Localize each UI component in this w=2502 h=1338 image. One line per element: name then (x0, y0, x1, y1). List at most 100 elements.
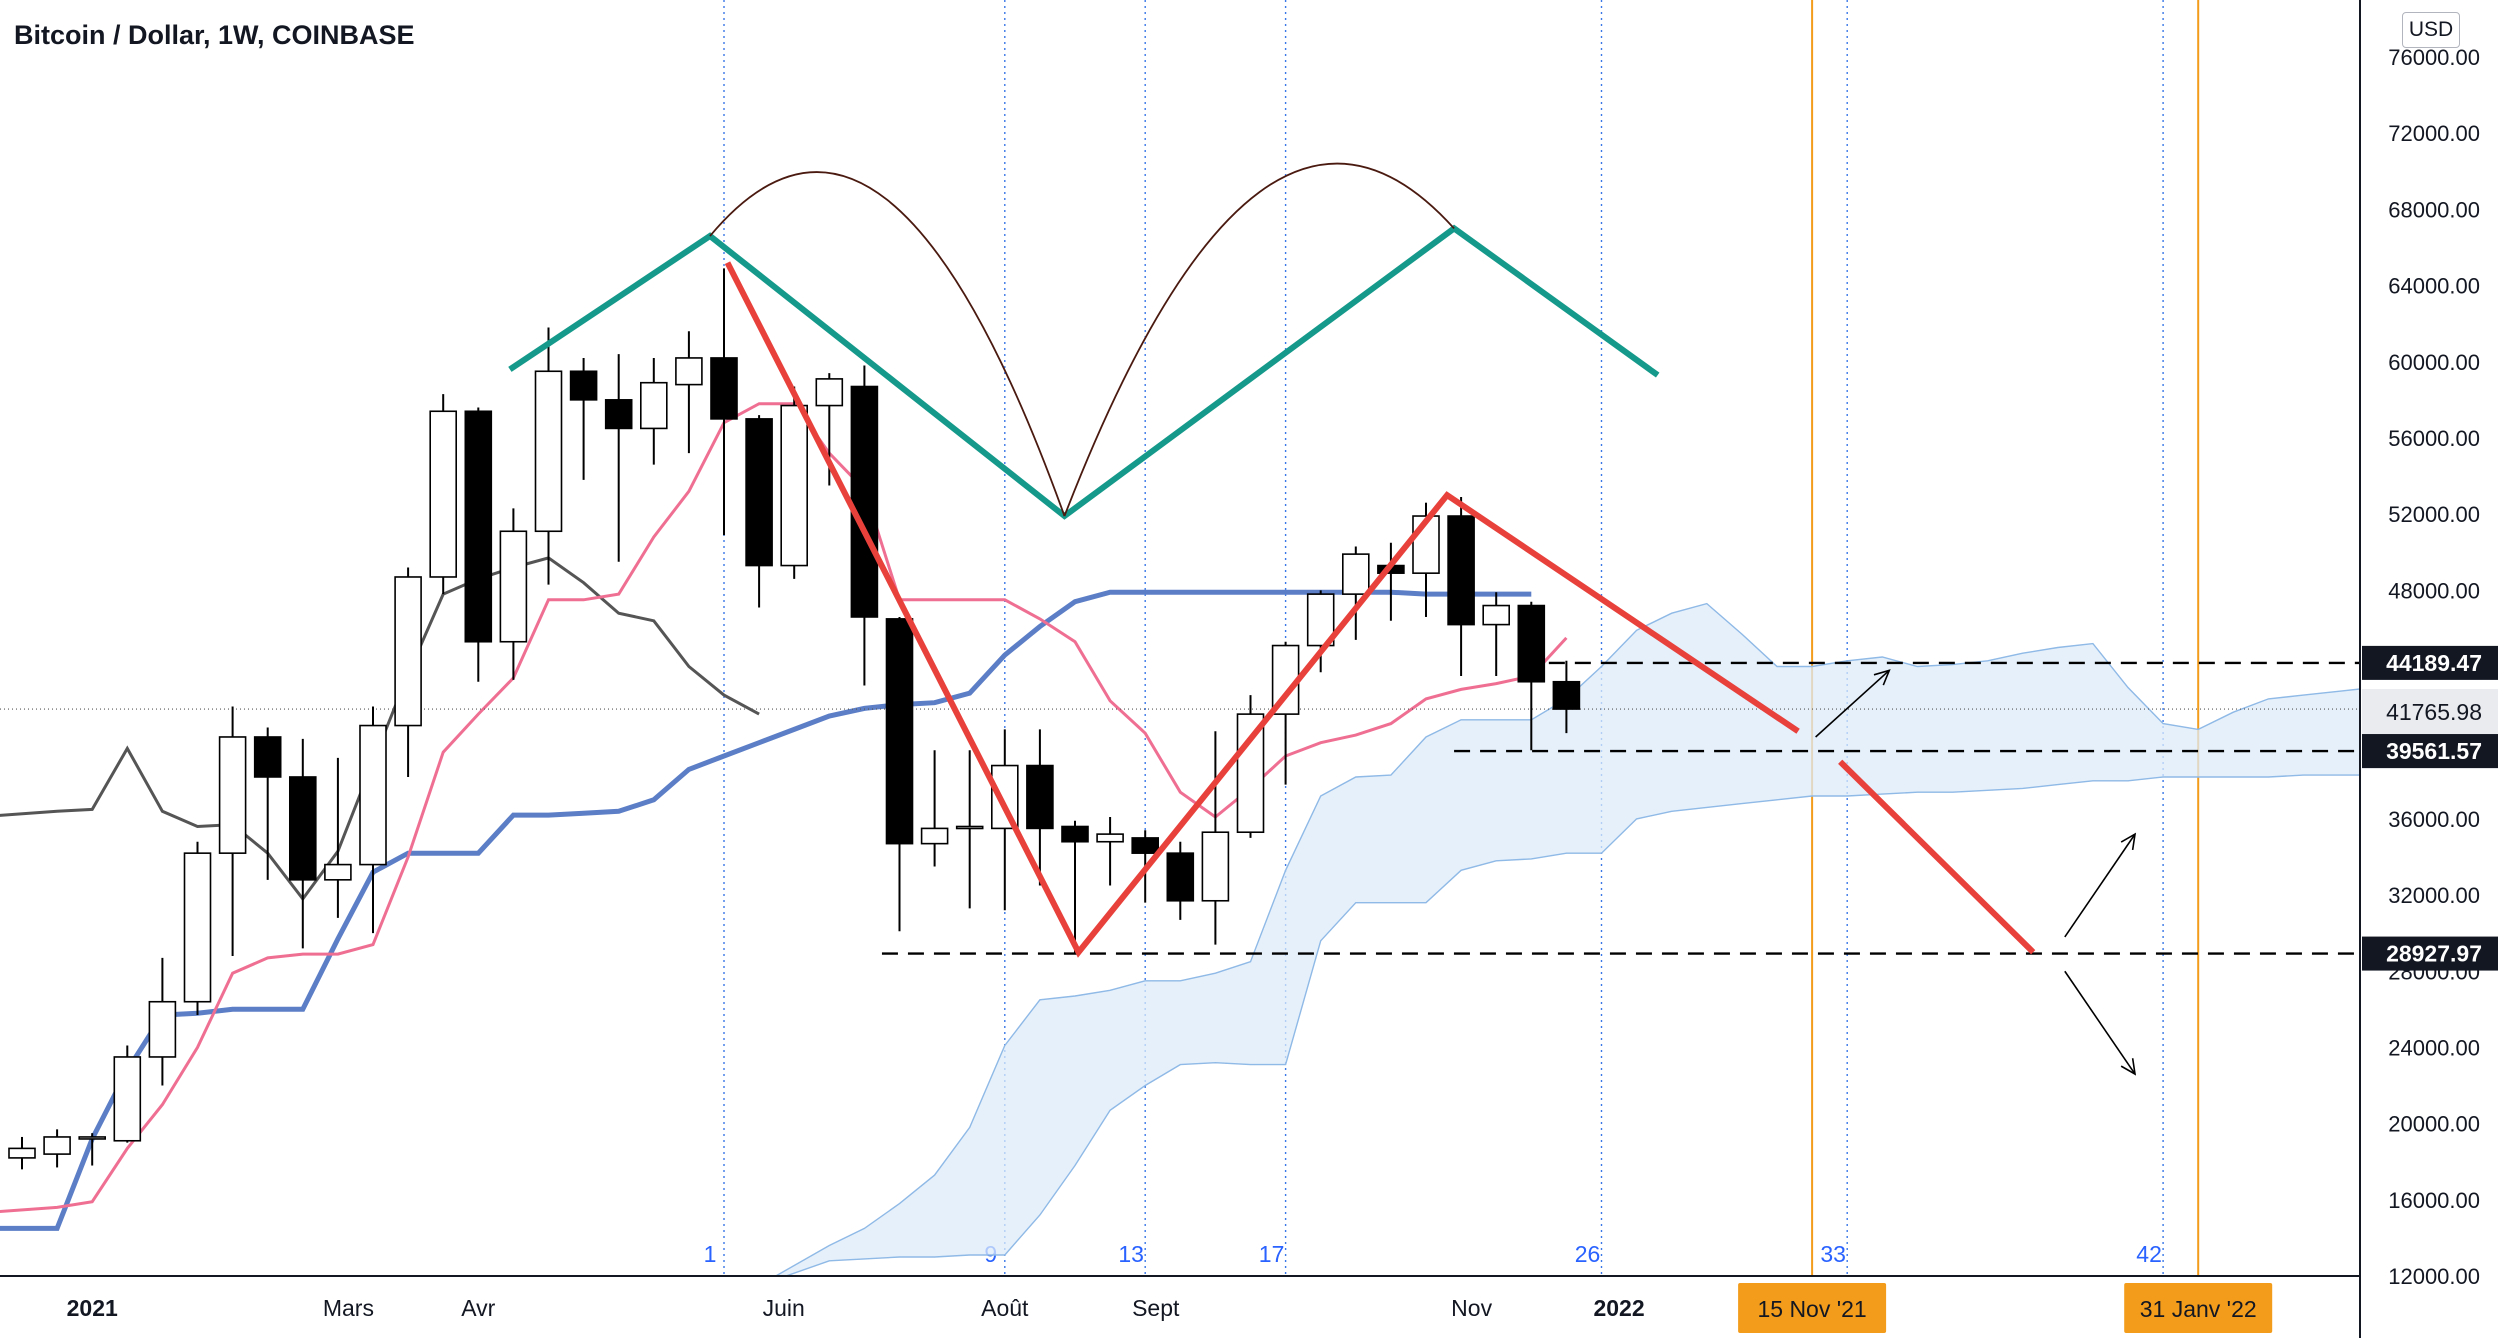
price-tick-label: 68000.00 (2388, 197, 2480, 222)
candle-body (569, 370, 598, 401)
candle-body (1342, 553, 1370, 595)
date-marker-tag (2124, 1283, 2273, 1333)
count-label: 42 (2136, 1241, 2162, 1267)
candle-body (920, 827, 949, 845)
price-tick-label: 56000.00 (2388, 426, 2480, 451)
candle-body (1552, 680, 1581, 710)
count-label: 26 (1575, 1241, 1601, 1267)
arc-curve (1063, 162, 1455, 517)
level-price-tag (2362, 936, 2498, 971)
arrow-head (2120, 1058, 2137, 1076)
candle-body (359, 724, 387, 866)
ichimoku-cloud (758, 602, 2480, 1287)
price-tick-label: 76000.00 (2388, 45, 2480, 70)
cloud-area (759, 603, 2479, 1286)
candle-body (675, 357, 703, 386)
level-price-label: 44189.47 (2386, 650, 2482, 676)
price-tick-label: 12000.00 (2388, 1264, 2480, 1289)
cloud-bottom-line (758, 774, 2479, 1287)
time-axis-label: Avr (461, 1295, 495, 1321)
time-axis-label: 2022 (1593, 1295, 1644, 1321)
pattern-drawings (508, 162, 2137, 1076)
candle-body (464, 410, 493, 643)
candle-body (1096, 833, 1124, 843)
candle-body (1482, 604, 1510, 626)
date-marker-tag (1738, 1283, 1887, 1333)
arrow-head (2120, 832, 2137, 851)
vertical-time-lines: 191317263342 (704, 0, 2200, 1276)
arrow-line (2064, 970, 2136, 1075)
candle-body (604, 399, 633, 430)
candle-body (850, 385, 879, 618)
price-tick-label: 72000.00 (2388, 121, 2480, 146)
level-price-label: 39561.57 (2386, 738, 2482, 764)
candle-body (324, 863, 352, 881)
candlesticks (8, 268, 1581, 1170)
candle-body (745, 418, 773, 567)
candle-body (1236, 713, 1265, 834)
time-axis-bg (0, 1276, 2360, 1338)
red-projection (1838, 759, 2036, 955)
candle-body (1026, 764, 1054, 830)
candle-body (1061, 825, 1089, 843)
candle-body (710, 357, 738, 420)
kijun-line (0, 589, 1532, 1231)
count-label: 33 (1820, 1241, 1846, 1267)
candle-body (885, 618, 914, 845)
price-tick-label: 60000.00 (2388, 350, 2480, 375)
time-axis-label: Nov (1451, 1295, 1492, 1321)
price-tick-label: 24000.00 (2388, 1035, 2480, 1060)
price-tick-label: 48000.00 (2388, 578, 2480, 603)
candle-body (1271, 644, 1300, 715)
level-price-tag (2362, 645, 2498, 680)
candle-body (815, 378, 844, 407)
count-label: 17 (1259, 1241, 1285, 1267)
candle-body (1447, 515, 1475, 626)
candle-body (1201, 831, 1230, 902)
horizontal-levels (0, 661, 2360, 955)
candle-body (534, 370, 563, 533)
date-marker-label: 15 Nov '21 (1757, 1296, 1866, 1322)
price-tick-label: 20000.00 (2388, 1112, 2480, 1137)
count-label: 13 (1118, 1241, 1144, 1267)
date-marker-label: 31 Janv '22 (2140, 1296, 2257, 1322)
candle-body (113, 1056, 142, 1142)
time-axis-label: Sept (1132, 1295, 1180, 1321)
candle-body (253, 736, 282, 778)
arrow-head (1873, 669, 1891, 686)
price-tick-label: 16000.00 (2388, 1188, 2480, 1213)
price-tick-label: 36000.00 (2388, 807, 2480, 832)
arrow-line (1815, 669, 1890, 738)
time-axis-label: Août (981, 1295, 1029, 1321)
red-zigzag (724, 261, 1800, 958)
cloud-top-line (758, 602, 2480, 1287)
candle-body (183, 852, 212, 1003)
time-axis[interactable]: 2021 Mars Avr Juin Août Sept Nov 2022 15 Nov '21… (0, 1275, 2360, 1338)
candle-body (780, 404, 809, 567)
candle-body (148, 1000, 177, 1058)
arrow-line (2064, 833, 2136, 938)
candle-body (955, 825, 984, 830)
price-tick-label: 64000.00 (2388, 274, 2480, 299)
count-label: 1 (704, 1241, 717, 1267)
candle-body (78, 1136, 106, 1140)
level-price-tag (2362, 734, 2498, 769)
candle-body (1131, 837, 1159, 854)
candle-body (639, 381, 668, 430)
current-price-label: 41765.98 (2386, 699, 2482, 725)
chart-title: Bitcoin / Dollar, 1W, COINBASE (14, 20, 415, 50)
time-axis-label: Mars (323, 1295, 374, 1321)
price-tick-label: 32000.00 (2388, 883, 2480, 908)
price-tick-label: 52000.00 (2388, 502, 2480, 527)
arc-curve (709, 171, 1066, 517)
currency-badge[interactable]: USD (2402, 12, 2460, 48)
candle-body (1517, 604, 1546, 683)
candle-body (394, 576, 422, 727)
candle-body (43, 1136, 71, 1155)
chikou-line (0, 556, 760, 902)
candle-body (218, 736, 247, 854)
candle-body (288, 776, 317, 881)
candle-body (1166, 852, 1195, 902)
